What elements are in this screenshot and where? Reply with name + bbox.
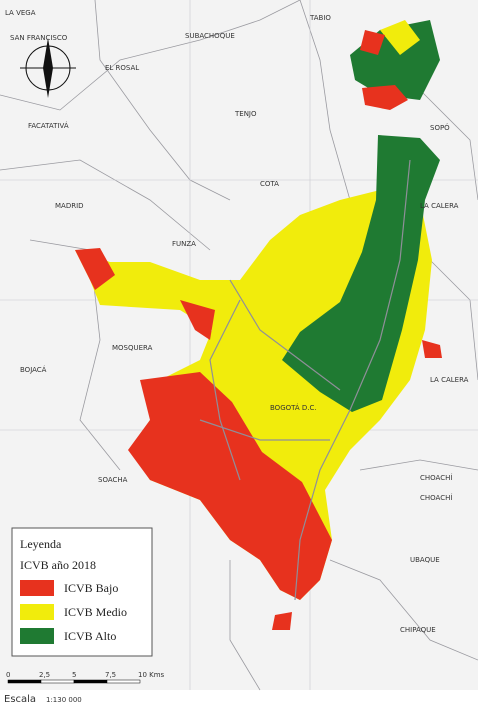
place-label: TENJO: [234, 110, 257, 118]
bajo-area: [272, 612, 292, 630]
legend-label: ICVB Alto: [64, 629, 116, 643]
legend: Leyenda ICVB año 2018 ICVB Bajo ICVB Medi…: [11, 527, 153, 657]
bajo-area: [128, 372, 332, 600]
place-label: COTA: [260, 180, 279, 188]
place-label: SOACHA: [98, 476, 128, 484]
place-label: MOSQUERA: [112, 344, 153, 352]
medio-area: [75, 175, 432, 600]
scale: 0 2,5 5 7,5 10 Kms Escala 1:130 000: [4, 671, 165, 705]
scale-label: 2,5: [39, 671, 50, 679]
scale-ratio: 1:130 000: [46, 696, 82, 704]
place-label: EL ROSAL: [105, 64, 139, 72]
place-label: CHOACHÍ: [420, 473, 452, 482]
place-label: SAN FRANCISCO: [10, 34, 68, 42]
scale-segment: [106, 679, 141, 684]
place-label: TABIO: [309, 14, 331, 22]
medio-area: [380, 20, 420, 55]
place-label: LA VEGA: [5, 9, 36, 17]
place-label: UBAQUE: [410, 556, 440, 564]
roads: [199, 159, 411, 601]
place-label: CHOACHÍ: [420, 493, 452, 502]
place-label: BOJACÁ: [20, 365, 47, 374]
bajo-area: [75, 248, 115, 290]
legend-swatch: [20, 628, 54, 644]
place-label: LA CALERA: [430, 376, 469, 384]
bajo-area: [360, 30, 385, 55]
bajo-area: [180, 300, 215, 340]
scale-title: Escala: [4, 694, 36, 705]
legend-subtitle: ICVB año 2018: [20, 558, 96, 572]
legend-swatch: [20, 604, 54, 620]
scale-segment: [7, 679, 42, 684]
place-label: MADRID: [55, 202, 84, 210]
place-label: SOPÓ: [430, 123, 450, 132]
place-label: FACATATIVÁ: [28, 121, 69, 130]
bajo-area: [422, 340, 442, 358]
icvb-areas: [75, 20, 442, 630]
north-arrow: [20, 38, 76, 98]
place-label: SUBACHOQUE: [185, 32, 235, 40]
legend-title: Leyenda: [20, 537, 62, 551]
legend-swatch: [20, 580, 54, 596]
legend-label: ICVB Bajo: [64, 581, 118, 595]
legend-label: ICVB Medio: [64, 605, 127, 619]
bajo-area: [362, 85, 408, 110]
scale-label: 10 Kms: [138, 671, 165, 679]
legend-items: ICVB Bajo ICVB Medio ICVB Alto: [20, 580, 127, 644]
scale-segment: [73, 679, 108, 684]
scale-segment: [40, 679, 75, 684]
alto-area: [282, 135, 440, 412]
scale-label: 7,5: [105, 671, 116, 679]
scale-label: 5: [72, 671, 76, 679]
scale-label: 0: [6, 671, 10, 679]
place-label: CHIPAQUE: [400, 626, 436, 634]
place-labels: LA VEGA SAN FRANCISCO SUBACHOQUE TABIO E…: [5, 9, 469, 634]
place-label: LA CALERA: [420, 202, 459, 210]
place-label: BOGOTÁ D.C.: [270, 403, 317, 412]
place-label: FUNZA: [172, 240, 196, 248]
